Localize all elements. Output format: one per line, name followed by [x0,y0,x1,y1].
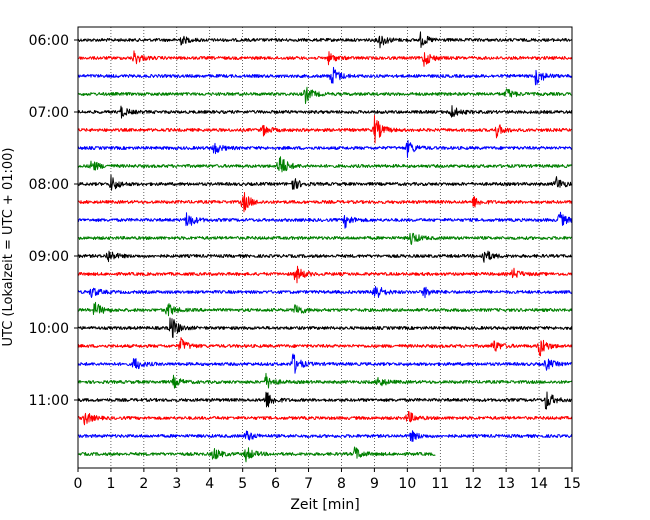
x-tick-label: 1 [106,476,115,492]
trace-line [77,430,573,442]
trace-line [77,391,573,410]
trace-line [77,317,573,338]
x-tick-label: 6 [271,476,280,492]
trace-group [77,31,573,463]
y-axis-label: UTC (Lokalzeit = UTC + 01:00) [1,148,16,347]
x-tick-label: 8 [337,476,346,492]
trace-line [77,286,573,299]
trace-line [77,174,573,191]
x-tick-label: 3 [172,476,181,492]
trace-line [77,50,573,67]
x-tick-label: 0 [74,476,83,492]
trace-line [77,353,573,374]
trace-line [77,105,573,119]
trace-line [77,337,573,357]
trace-line [77,265,573,284]
trace-line [77,211,573,229]
y-tick-label: 09:00 [29,249,69,265]
trace-line [77,446,436,463]
trace-line [77,66,573,86]
trace-line [77,301,573,317]
x-tick-label: 11 [431,476,449,492]
x-tick-label: 5 [238,476,247,492]
trace-line [77,250,573,263]
trace-line [77,156,573,173]
x-tick-label: 13 [497,476,515,492]
y-tick-label: 10:00 [29,321,69,337]
trace-line [77,411,573,426]
y-tick-label: 08:00 [29,177,69,193]
x-tick-label: 12 [464,476,482,492]
x-tick-label: 2 [139,476,148,492]
x-tick-label: 14 [530,476,548,492]
trace-line [77,86,573,104]
y-axis: 06:00 07:00 08:00 09:00 10:00 11:00 [29,33,78,409]
x-tick-label: 15 [563,476,581,492]
y-tick-label: 07:00 [29,105,69,121]
y-tick-label: 11:00 [29,393,69,409]
x-axis: 0 1 2 3 4 5 6 7 8 9 10 11 12 13 14 15 [74,468,581,492]
y-tick-label: 06:00 [29,33,69,49]
trace-line [77,232,573,245]
x-axis-label: Zeit [min] [290,497,359,513]
trace-line [77,192,573,213]
trace-line [77,115,573,144]
x-tick-label: 10 [398,476,416,492]
x-tick-label: 4 [205,476,214,492]
trace-line [77,31,573,49]
x-tick-label: 7 [304,476,313,492]
trace-line [77,372,573,389]
plot-frame [77,26,573,469]
trace-line [77,139,573,158]
x-tick-label: 9 [370,476,379,492]
